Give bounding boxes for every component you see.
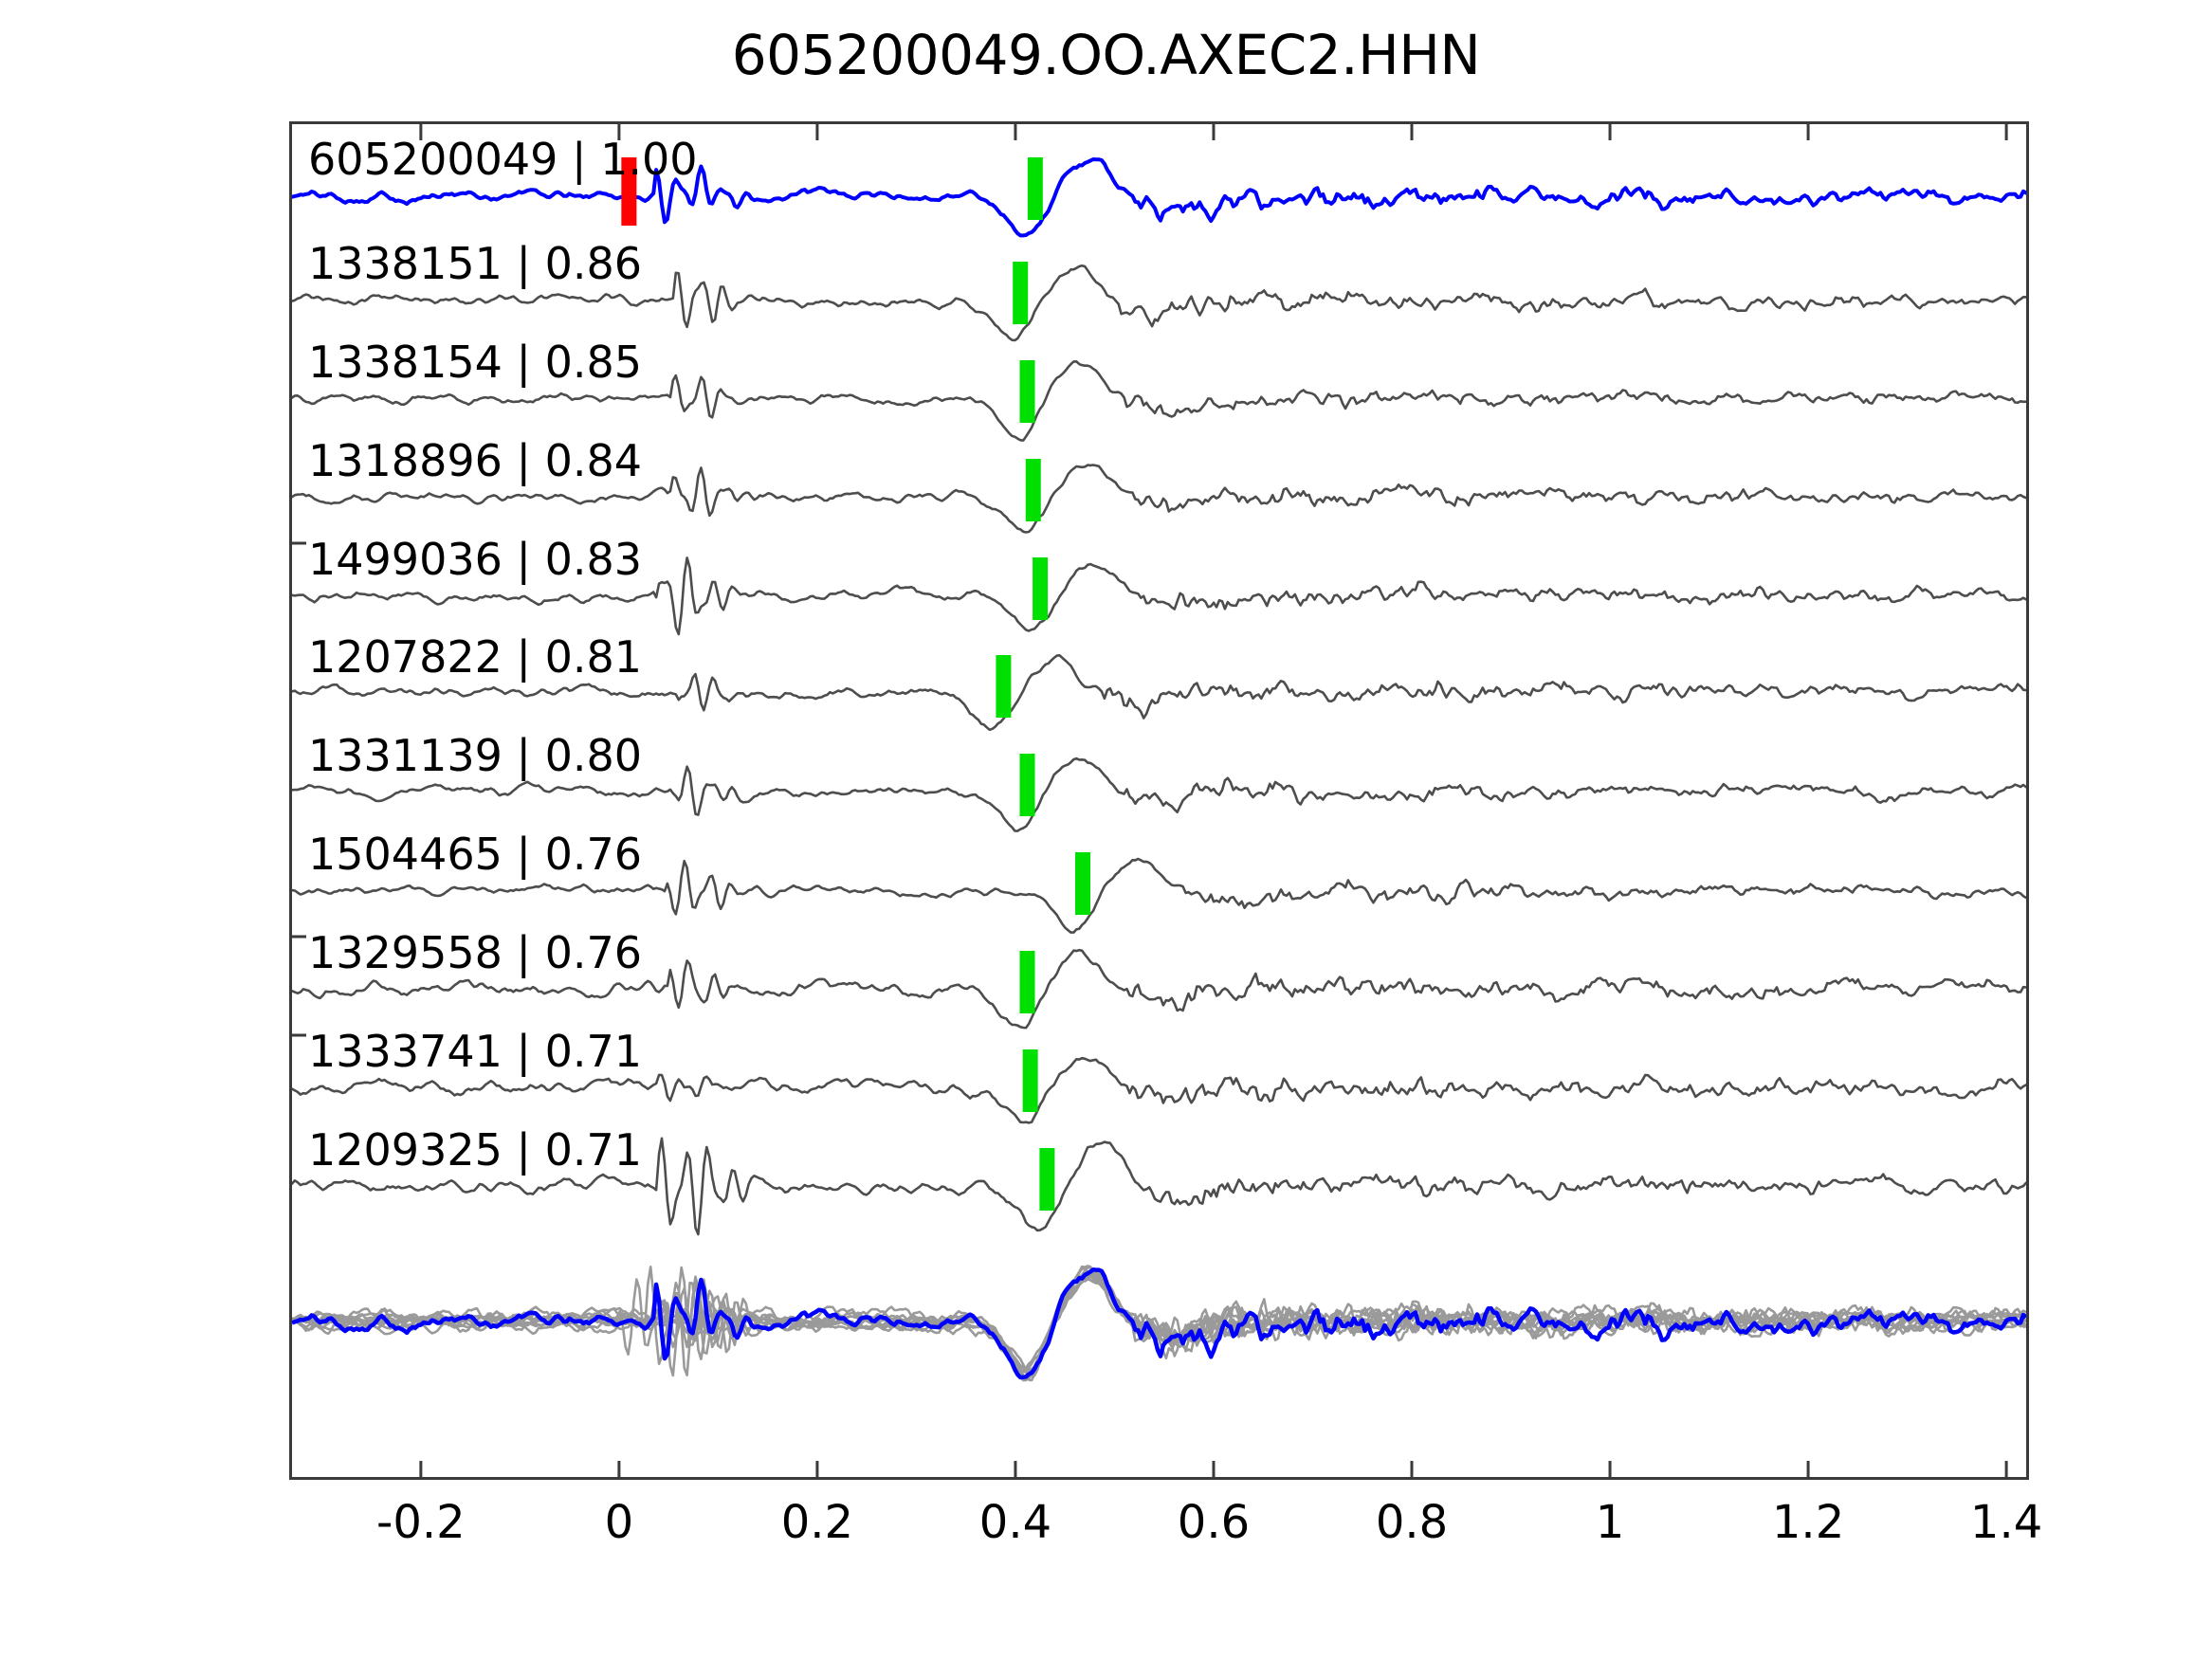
trace-label-1318896: 1318896 | 0.84 bbox=[308, 435, 643, 486]
trace-label-1333741: 1333741 | 0.71 bbox=[308, 1026, 643, 1077]
trace-path bbox=[292, 157, 2026, 238]
trace-label-1207822: 1207822 | 0.81 bbox=[308, 631, 643, 683]
x-tick-label: 0.2 bbox=[780, 1496, 854, 1549]
waveform-canvas bbox=[292, 124, 2026, 1477]
phase-pick-marker bbox=[1019, 360, 1035, 423]
trace-label-1338154: 1338154 | 0.85 bbox=[308, 337, 643, 388]
x-tick-label: 0.8 bbox=[1375, 1496, 1449, 1549]
waveform-trace bbox=[292, 464, 2026, 534]
phase-pick-marker bbox=[1025, 459, 1041, 521]
x-tick-label: 1.2 bbox=[1771, 1496, 1845, 1549]
phase-pick-marker bbox=[996, 655, 1012, 718]
waveform-trace bbox=[292, 1137, 2026, 1236]
waveform-trace bbox=[292, 857, 2026, 934]
waveform-trace bbox=[292, 360, 2026, 442]
x-tick-label: -0.2 bbox=[376, 1496, 466, 1549]
trace-path bbox=[292, 464, 2026, 534]
page-title: 605200049.OO.AXEC2.HHN bbox=[731, 23, 1481, 87]
trace-path bbox=[292, 654, 2026, 732]
phase-pick-marker bbox=[1027, 157, 1043, 220]
stacked-trace-gray bbox=[292, 1278, 2026, 1373]
trace-label-1504465: 1504465 | 0.76 bbox=[308, 829, 643, 880]
stacked-overlay-panel bbox=[292, 1265, 2026, 1382]
phase-pick-marker bbox=[1019, 951, 1035, 1013]
trace-label-1338151: 1338151 | 0.86 bbox=[308, 238, 643, 289]
trace-label-605200049: 605200049 | 1.00 bbox=[308, 134, 698, 185]
x-tick-label: 0.6 bbox=[1177, 1496, 1251, 1549]
x-tick-label: 0 bbox=[604, 1496, 634, 1549]
plot-area bbox=[289, 121, 2029, 1480]
trace-path bbox=[292, 556, 2026, 636]
trace-label-1209325: 1209325 | 0.71 bbox=[308, 1124, 643, 1176]
x-tick-label: 1.4 bbox=[1969, 1496, 2043, 1549]
waveform-trace bbox=[292, 556, 2026, 636]
trace-path bbox=[292, 948, 2026, 1030]
waveform-trace bbox=[292, 757, 2026, 832]
x-tick-label: 0.4 bbox=[978, 1496, 1052, 1549]
waveform-trace bbox=[292, 264, 2026, 342]
trace-path bbox=[292, 360, 2026, 442]
waveform-trace bbox=[292, 948, 2026, 1030]
phase-pick-marker bbox=[1033, 557, 1049, 620]
stacked-trace-gray bbox=[292, 1266, 2026, 1376]
stacked-trace-template bbox=[292, 1267, 2026, 1380]
x-tick-label: 1 bbox=[1595, 1496, 1625, 1549]
origin-time-marker bbox=[621, 157, 637, 226]
phase-pick-marker bbox=[1019, 754, 1035, 816]
phase-pick-marker bbox=[1013, 262, 1029, 324]
phase-pick-marker bbox=[1075, 852, 1091, 915]
trace-label-1499036: 1499036 | 0.83 bbox=[308, 534, 643, 585]
phase-pick-marker bbox=[1022, 1049, 1038, 1112]
x-axis-tick-labels: -0.2 0 0.2 0.4 0.6 0.8 1 1.2 1.4 bbox=[0, 1496, 2212, 1562]
trace-path bbox=[292, 1056, 2026, 1124]
trace-path bbox=[292, 264, 2026, 342]
phase-pick-marker bbox=[1039, 1148, 1055, 1211]
trace-label-1329558: 1329558 | 0.76 bbox=[308, 927, 643, 978]
waveform-trace bbox=[292, 1056, 2026, 1124]
waveform-trace bbox=[292, 654, 2026, 732]
waveform-trace bbox=[292, 157, 2026, 238]
trace-path bbox=[292, 857, 2026, 934]
trace-path bbox=[292, 757, 2026, 832]
trace-path bbox=[292, 1137, 2026, 1236]
trace-label-1331139: 1331139 | 0.80 bbox=[308, 730, 643, 781]
